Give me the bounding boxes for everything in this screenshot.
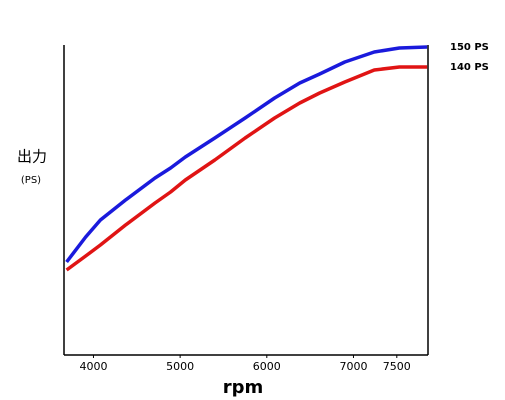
x-tick-label: 7500 <box>383 360 411 373</box>
x-axis-label: rpm <box>223 377 264 398</box>
y-axis-unit: (PS) <box>21 175 41 186</box>
y-axis-label: 出力 <box>17 148 47 166</box>
x-tick-label: 7000 <box>339 360 367 373</box>
x-tick-label: 5000 <box>166 360 194 373</box>
x-tick-label: 6000 <box>253 360 281 373</box>
series-label: 150 PS <box>450 42 489 53</box>
x-tick-label: 4000 <box>79 360 107 373</box>
line <box>65 65 428 272</box>
line <box>65 45 428 264</box>
series-label: 140 PS <box>450 62 489 73</box>
